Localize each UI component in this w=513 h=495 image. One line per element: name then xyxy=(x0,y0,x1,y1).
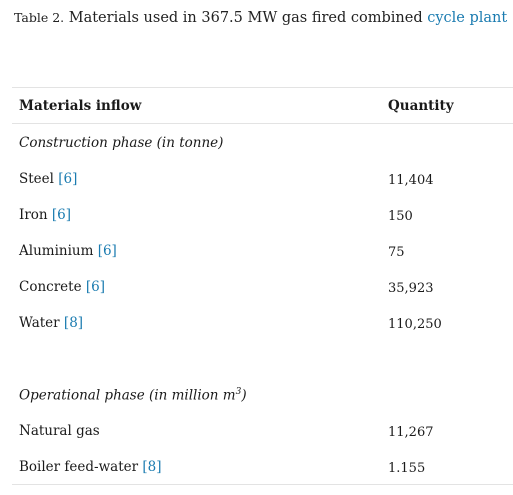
header-rule xyxy=(12,123,513,124)
row-value: 11,267 xyxy=(388,425,434,440)
section-title-end: ) xyxy=(241,387,247,404)
citation-link[interactable]: [8] xyxy=(63,315,84,331)
citation-link[interactable]: [8] xyxy=(142,459,162,475)
caption-link[interactable]: cycle plant xyxy=(427,10,508,26)
table-top-rule xyxy=(12,87,513,88)
table-row: Water [8] xyxy=(19,315,83,331)
table-number: Table 2. xyxy=(14,10,65,25)
table-row: Boiler feed-water [8] xyxy=(19,459,162,475)
row-value: 150 xyxy=(388,209,413,224)
table-row: Concrete [6] xyxy=(19,279,105,295)
citation-link[interactable]: [6] xyxy=(51,207,72,223)
section-operational: Operational phase (in million m3) xyxy=(19,387,247,404)
row-name: Boiler feed-water xyxy=(19,459,139,475)
row-value: 1.155 xyxy=(388,461,426,476)
table-row: Iron [6] xyxy=(19,207,71,223)
section-title-superscript: 3 xyxy=(235,387,242,397)
table-row: Aluminium [6] xyxy=(19,243,117,259)
row-name: Concrete xyxy=(19,279,82,295)
citation-link[interactable]: [6] xyxy=(58,171,78,187)
table-row: Natural gas xyxy=(19,423,100,439)
section-title: Operational phase (in million m xyxy=(19,387,236,404)
citation-link[interactable]: [6] xyxy=(97,243,117,259)
section-construction: Construction phase (in tonne) xyxy=(19,135,224,151)
row-value: 110,250 xyxy=(388,317,442,332)
table-bottom-rule xyxy=(12,484,513,485)
row-name: Natural gas xyxy=(19,423,100,439)
row-name: Aluminium xyxy=(19,243,94,259)
header-materials-inflow: Materials inflow xyxy=(19,98,142,114)
header-quantity: Quantity xyxy=(388,98,454,114)
row-name: Steel xyxy=(19,171,54,187)
citation-link[interactable]: [6] xyxy=(85,279,105,295)
row-value: 11,404 xyxy=(388,173,434,188)
caption-text: Materials used in 367.5 MW gas fired com… xyxy=(68,10,423,26)
table-caption: Table 2. Materials used in 367.5 MW gas … xyxy=(14,8,507,28)
row-value: 35,923 xyxy=(388,281,434,296)
row-name: Water xyxy=(19,315,60,331)
row-name: Iron xyxy=(19,207,48,223)
table-row: Steel [6] xyxy=(19,171,77,187)
row-value: 75 xyxy=(388,245,405,260)
